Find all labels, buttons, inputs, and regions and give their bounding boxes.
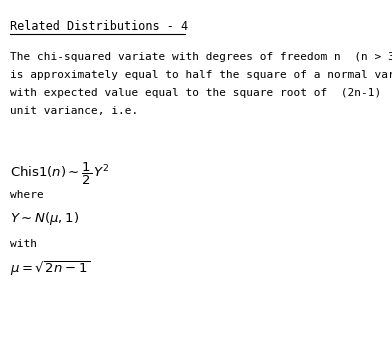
Text: where: where — [10, 190, 44, 200]
Text: unit variance, i.e.: unit variance, i.e. — [10, 106, 138, 116]
Text: The chi-squared variate with degrees of freedom n  (n > 30): The chi-squared variate with degrees of … — [10, 52, 392, 62]
Text: with: with — [10, 239, 37, 249]
Text: is approximately equal to half the square of a normal variate: is approximately equal to half the squar… — [10, 70, 392, 80]
Text: Related Distributions - 4: Related Distributions - 4 — [10, 20, 188, 33]
Text: $Y \sim N(\mu, 1)$: $Y \sim N(\mu, 1)$ — [10, 210, 79, 227]
Text: $\mu = \sqrt{2n-1}$: $\mu = \sqrt{2n-1}$ — [10, 259, 90, 278]
Text: with expected value equal to the square root of  (2n-1)  and: with expected value equal to the square … — [10, 88, 392, 98]
Text: $\mathrm{Chis1}(n) \sim \dfrac{1}{2}\,Y^2$: $\mathrm{Chis1}(n) \sim \dfrac{1}{2}\,Y^… — [10, 161, 110, 187]
